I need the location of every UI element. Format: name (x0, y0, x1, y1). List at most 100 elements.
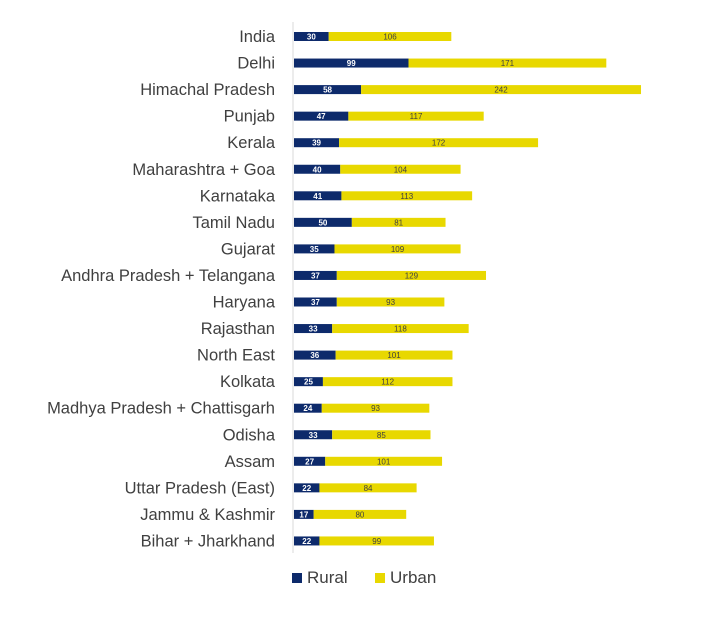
category-label-punjab: Punjab (224, 108, 275, 126)
value-label-rural-madhya-pradesh-chattisgarh: 24 (303, 404, 312, 413)
value-label-urban-andhra-pradesh-telangana: 129 (405, 271, 419, 280)
bar-urban-himachal-pradesh (361, 85, 642, 95)
category-label-andhra-pradesh-telangana: Andhra Pradesh + Telangana (61, 267, 276, 285)
bar-urban-india (328, 32, 452, 41)
bar-urban-delhi (408, 58, 607, 68)
category-label-jammu-kashmir: Jammu & Kashmir (140, 506, 275, 524)
bar-rural-uttar-pradesh-east (294, 483, 320, 493)
category-label-madhya-pradesh-chattisgarh: Madhya Pradesh + Chattisgarh (47, 400, 275, 418)
bar-urban-haryana (336, 297, 445, 307)
value-label-rural-himachal-pradesh: 58 (323, 86, 332, 95)
category-label-tamil-nadu: Tamil Nadu (192, 214, 275, 232)
bar-urban-karnataka (341, 191, 473, 201)
bar-rural-india (294, 32, 329, 41)
bar-rural-odisha (294, 430, 333, 440)
bar-rural-himachal-pradesh (294, 85, 362, 95)
value-label-urban-jammu-kashmir: 80 (355, 510, 364, 519)
legend-label-rural: Rural (307, 568, 348, 587)
value-label-urban-odisha: 85 (377, 431, 386, 440)
category-label-himachal-pradesh: Himachal Pradesh (140, 81, 275, 99)
legend-label-urban: Urban (390, 568, 436, 587)
category-label-karnataka: Karnataka (200, 187, 276, 205)
value-label-rural-haryana: 37 (311, 298, 320, 307)
bar-urban-uttar-pradesh-east (319, 483, 417, 493)
category-label-bihar-jharkhand: Bihar + Jharkhand (141, 532, 275, 550)
value-label-urban-madhya-pradesh-chattisgarh: 93 (371, 404, 380, 413)
bar-rural-rajasthan (294, 324, 333, 334)
bar-rural-tamil-nadu (294, 217, 352, 227)
value-label-rural-bihar-jharkhand: 22 (302, 537, 311, 546)
value-label-urban-bihar-jharkhand: 99 (372, 537, 381, 546)
category-label-haryana: Haryana (213, 294, 276, 312)
value-label-rural-odisha: 33 (309, 431, 318, 440)
bar-urban-assam (325, 456, 443, 466)
value-label-rural-india: 30 (307, 33, 316, 42)
category-label-north-east: North East (197, 347, 275, 365)
bar-urban-tamil-nadu (351, 217, 446, 227)
bar-rural-kolkata (294, 377, 323, 387)
bar-urban-rajasthan (332, 324, 469, 334)
bar-urban-madhya-pradesh-chattisgarh (321, 403, 430, 413)
value-label-rural-rajasthan: 33 (309, 325, 318, 334)
bar-rural-delhi (294, 58, 409, 68)
bar-rural-bihar-jharkhand (294, 536, 320, 546)
value-label-urban-north-east: 101 (387, 351, 401, 360)
bar-rural-punjab (294, 111, 349, 121)
bar-urban-punjab (348, 111, 484, 121)
bar-rural-assam (294, 456, 326, 466)
value-label-rural-maharashtra-goa: 40 (313, 165, 322, 174)
value-label-urban-gujarat: 109 (391, 245, 405, 254)
value-label-urban-delhi: 171 (501, 59, 515, 68)
bar-urban-bihar-jharkhand (319, 536, 434, 546)
value-label-rural-kolkata: 25 (304, 378, 313, 387)
bar-rural-kerala (294, 138, 340, 148)
bar-urban-andhra-pradesh-telangana (336, 270, 487, 280)
value-label-urban-tamil-nadu: 81 (394, 218, 403, 227)
category-label-odisha: Odisha (223, 426, 276, 444)
bar-urban-maharashtra-goa (340, 164, 461, 174)
value-label-rural-gujarat: 35 (310, 245, 319, 254)
value-label-rural-andhra-pradesh-telangana: 37 (311, 271, 320, 280)
value-label-rural-uttar-pradesh-east: 22 (302, 484, 311, 493)
value-label-urban-maharashtra-goa: 104 (394, 165, 408, 174)
value-label-urban-assam: 101 (377, 457, 391, 466)
bar-rural-karnataka (294, 191, 342, 201)
value-label-urban-kolkata: 112 (381, 378, 394, 387)
value-label-urban-india: 106 (383, 33, 397, 42)
bar-rural-north-east (294, 350, 336, 360)
bars-layer: India 30 106 Delhi 99 171 Himachal Pradesh 58 24… (47, 28, 642, 550)
value-label-urban-kerala: 172 (432, 139, 446, 148)
bar-rural-andhra-pradesh-telangana (294, 270, 337, 280)
value-label-urban-karnataka: 113 (400, 192, 413, 201)
value-label-rural-assam: 27 (305, 457, 314, 466)
value-label-rural-north-east: 36 (310, 351, 319, 360)
bar-rural-jammu-kashmir (294, 509, 314, 519)
value-label-rural-punjab: 47 (317, 112, 326, 121)
value-label-rural-jammu-kashmir: 17 (299, 510, 308, 519)
value-label-urban-haryana: 93 (386, 298, 395, 307)
value-label-urban-uttar-pradesh-east: 84 (364, 484, 373, 493)
value-label-rural-delhi: 99 (347, 59, 356, 68)
bar-rural-gujarat (294, 244, 335, 254)
category-label-assam: Assam (225, 453, 275, 471)
value-label-urban-himachal-pradesh: 242 (494, 86, 508, 95)
category-label-delhi: Delhi (237, 55, 275, 73)
value-label-urban-rajasthan: 118 (394, 325, 407, 334)
bar-urban-kerala (339, 138, 539, 148)
category-label-india: India (239, 28, 276, 46)
category-label-maharashtra-goa: Maharashtra + Goa (132, 161, 275, 179)
bar-urban-gujarat (334, 244, 461, 254)
bar-rural-madhya-pradesh-chattisgarh (294, 403, 322, 413)
bar-urban-north-east (335, 350, 453, 360)
bar-rural-maharashtra-goa (294, 164, 341, 174)
category-label-rajasthan: Rajasthan (201, 320, 275, 338)
value-label-urban-punjab: 117 (410, 112, 423, 121)
category-label-gujarat: Gujarat (221, 240, 276, 258)
bar-urban-kolkata (322, 377, 453, 387)
value-label-rural-kerala: 39 (312, 139, 321, 148)
bar-urban-jammu-kashmir (313, 509, 407, 519)
legend: Rural Urban (292, 568, 436, 587)
value-label-rural-karnataka: 41 (313, 192, 322, 201)
bar-rural-haryana (294, 297, 337, 307)
category-label-kerala: Kerala (227, 134, 276, 152)
